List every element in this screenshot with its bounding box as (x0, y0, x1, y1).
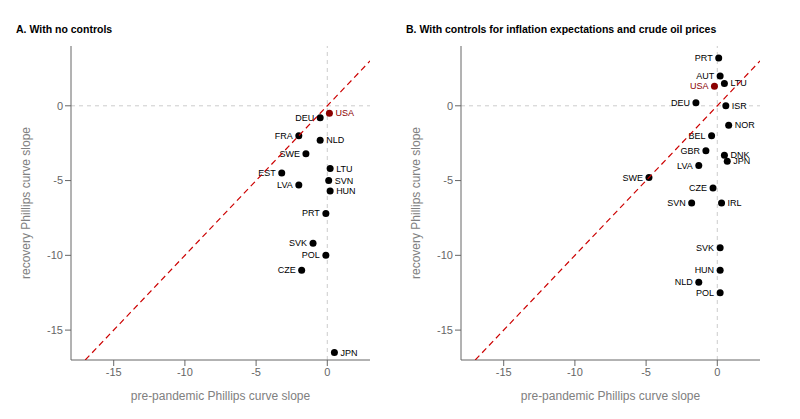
svg-text:JPN: JPN (733, 156, 750, 166)
svg-text:CZE: CZE (689, 183, 707, 193)
svg-text:BEL: BEL (689, 131, 706, 141)
svg-text:SWE: SWE (279, 148, 300, 159)
svg-text:NOR: NOR (735, 120, 756, 130)
svg-text:0: 0 (324, 366, 330, 378)
svg-text:LTU: LTU (336, 164, 352, 174)
html-text:A. With no controls: A. With no controls (16, 23, 113, 35)
svg-text:AUT: AUT (696, 71, 715, 81)
svg-text:LTU: LTU (730, 78, 747, 89)
svg-text:-15: -15 (47, 324, 63, 336)
svg-text:recovery Phillips curve slope: recovery Phillips curve slope (409, 127, 423, 279)
svg-text:NLD: NLD (326, 135, 345, 145)
svg-text:0: 0 (57, 100, 63, 112)
svg-text:EST: EST (258, 168, 276, 179)
svg-text:pre-pandemic Phillips curve sl: pre-pandemic Phillips curve slope (521, 389, 701, 403)
svg-text:-5: -5 (443, 174, 453, 186)
svg-text:-15: -15 (437, 324, 453, 336)
svg-text:HUN: HUN (336, 186, 356, 196)
svg-text:LVA: LVA (677, 161, 693, 171)
svg-text:SVK: SVK (696, 243, 714, 253)
svg-text:-10: -10 (567, 366, 583, 378)
svg-text:LVA: LVA (277, 180, 293, 190)
svg-text:HUN: HUN (695, 265, 715, 275)
svg-text:0: 0 (447, 100, 453, 112)
svg-text:ISR: ISR (732, 101, 748, 111)
svg-text:JPN: JPN (340, 348, 357, 358)
svg-text:IRL: IRL (728, 198, 742, 208)
svg-text:pre-pandemic Phillips curve sl: pre-pandemic Phillips curve slope (131, 389, 311, 403)
svg-text:-15: -15 (106, 366, 122, 378)
svg-text:CZE: CZE (278, 265, 296, 275)
svg-text:NLD: NLD (675, 277, 694, 287)
svg-text:-5: -5 (641, 366, 651, 378)
svg-text:DEU: DEU (671, 98, 690, 108)
svg-text:SVK: SVK (289, 238, 307, 248)
svg-text:POL: POL (696, 288, 714, 298)
svg-text:PRT: PRT (695, 53, 713, 63)
svg-text:USA: USA (335, 108, 354, 118)
svg-text:-15: -15 (496, 366, 512, 378)
svg-text:SVN: SVN (335, 176, 354, 186)
svg-text:POL: POL (302, 250, 320, 260)
svg-text:0: 0 (714, 366, 720, 378)
svg-text:-10: -10 (437, 249, 453, 261)
svg-text:GBR: GBR (680, 146, 700, 156)
svg-text:-5: -5 (53, 174, 63, 186)
svg-text:-10: -10 (47, 249, 63, 261)
svg-text:PRT: PRT (302, 208, 320, 218)
svg-text:SWE: SWE (622, 173, 643, 183)
svg-text:USA: USA (690, 81, 709, 91)
svg-text:recovery Phillips curve slope: recovery Phillips curve slope (19, 127, 33, 279)
svg-text:DEU: DEU (295, 113, 314, 123)
svg-text:FRA: FRA (275, 131, 293, 141)
html-text:B. With controls for inflation: B. With controls for inflation expectati… (406, 23, 717, 35)
svg-text:-5: -5 (251, 366, 261, 378)
svg-text:SVN: SVN (667, 198, 686, 208)
svg-text:-10: -10 (177, 366, 193, 378)
